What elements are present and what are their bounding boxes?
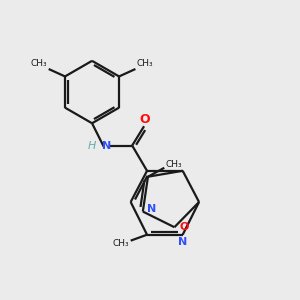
Text: O: O <box>139 113 150 126</box>
Text: CH₃: CH₃ <box>112 239 129 248</box>
Text: O: O <box>180 222 189 232</box>
Text: N: N <box>147 204 157 214</box>
Text: CH₃: CH₃ <box>31 58 47 68</box>
Text: H: H <box>87 140 96 151</box>
Text: N: N <box>178 237 187 247</box>
Text: CH₃: CH₃ <box>166 160 182 169</box>
Text: CH₃: CH₃ <box>137 58 154 68</box>
Text: N: N <box>102 140 111 151</box>
